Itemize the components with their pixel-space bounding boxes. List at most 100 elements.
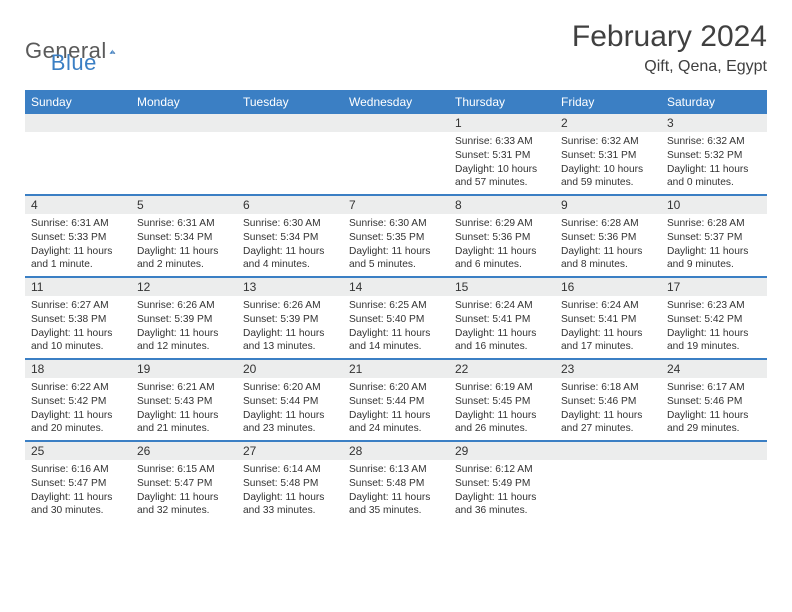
day-header-row: SundayMondayTuesdayWednesdayThursdayFrid…	[25, 90, 767, 114]
daylight-line: Daylight: 11 hours and 5 minutes.	[349, 245, 443, 273]
sunset-line: Sunset: 5:44 PM	[243, 395, 337, 409]
calendar-cell-empty	[661, 442, 767, 522]
sunset-line: Sunset: 5:31 PM	[561, 149, 655, 163]
cell-body: Sunrise: 6:30 AMSunset: 5:34 PMDaylight:…	[237, 214, 343, 275]
daylight-line: Daylight: 11 hours and 4 minutes.	[243, 245, 337, 273]
cell-body: Sunrise: 6:13 AMSunset: 5:48 PMDaylight:…	[343, 460, 449, 521]
day-number: 1	[449, 114, 555, 132]
calendar-cell: 18Sunrise: 6:22 AMSunset: 5:42 PMDayligh…	[25, 360, 131, 440]
cell-body: Sunrise: 6:30 AMSunset: 5:35 PMDaylight:…	[343, 214, 449, 275]
calendar-cell: 12Sunrise: 6:26 AMSunset: 5:39 PMDayligh…	[131, 278, 237, 358]
brand-text-2: Blue	[51, 50, 97, 75]
sunset-line: Sunset: 5:42 PM	[31, 395, 125, 409]
calendar-cell: 5Sunrise: 6:31 AMSunset: 5:34 PMDaylight…	[131, 196, 237, 276]
daylight-line: Daylight: 11 hours and 33 minutes.	[243, 491, 337, 519]
sunrise-line: Sunrise: 6:23 AM	[667, 299, 761, 313]
cell-body: Sunrise: 6:16 AMSunset: 5:47 PMDaylight:…	[25, 460, 131, 521]
daylight-line: Daylight: 11 hours and 30 minutes.	[31, 491, 125, 519]
daylight-line: Daylight: 11 hours and 9 minutes.	[667, 245, 761, 273]
calendar-cell: 14Sunrise: 6:25 AMSunset: 5:40 PMDayligh…	[343, 278, 449, 358]
cell-body: Sunrise: 6:20 AMSunset: 5:44 PMDaylight:…	[237, 378, 343, 439]
day-number: 3	[661, 114, 767, 132]
day-number: 4	[25, 196, 131, 214]
day-number: 17	[661, 278, 767, 296]
day-number	[343, 114, 449, 132]
calendar-cell: 27Sunrise: 6:14 AMSunset: 5:48 PMDayligh…	[237, 442, 343, 522]
sunrise-line: Sunrise: 6:19 AM	[455, 381, 549, 395]
sunrise-line: Sunrise: 6:14 AM	[243, 463, 337, 477]
sunset-line: Sunset: 5:34 PM	[137, 231, 231, 245]
day-number: 16	[555, 278, 661, 296]
daylight-line: Daylight: 10 hours and 57 minutes.	[455, 163, 549, 191]
cell-body: Sunrise: 6:21 AMSunset: 5:43 PMDaylight:…	[131, 378, 237, 439]
sunset-line: Sunset: 5:33 PM	[31, 231, 125, 245]
daylight-line: Daylight: 11 hours and 0 minutes.	[667, 163, 761, 191]
calendar-cell: 20Sunrise: 6:20 AMSunset: 5:44 PMDayligh…	[237, 360, 343, 440]
cell-body: Sunrise: 6:31 AMSunset: 5:34 PMDaylight:…	[131, 214, 237, 275]
day-number	[25, 114, 131, 132]
daylight-line: Daylight: 11 hours and 16 minutes.	[455, 327, 549, 355]
location-label: Qift, Qena, Egypt	[572, 58, 767, 76]
day-number	[661, 442, 767, 460]
day-header: Thursday	[449, 90, 555, 114]
sunset-line: Sunset: 5:48 PM	[349, 477, 443, 491]
calendar-cell: 21Sunrise: 6:20 AMSunset: 5:44 PMDayligh…	[343, 360, 449, 440]
cell-body: Sunrise: 6:32 AMSunset: 5:31 PMDaylight:…	[555, 132, 661, 193]
sunrise-line: Sunrise: 6:17 AM	[667, 381, 761, 395]
sunset-line: Sunset: 5:47 PM	[31, 477, 125, 491]
calendar-cell-empty	[131, 114, 237, 194]
sunset-line: Sunset: 5:45 PM	[455, 395, 549, 409]
calendar-cell: 25Sunrise: 6:16 AMSunset: 5:47 PMDayligh…	[25, 442, 131, 522]
calendar-cell: 11Sunrise: 6:27 AMSunset: 5:38 PMDayligh…	[25, 278, 131, 358]
daylight-line: Daylight: 11 hours and 24 minutes.	[349, 409, 443, 437]
sunrise-line: Sunrise: 6:24 AM	[455, 299, 549, 313]
cell-body: Sunrise: 6:28 AMSunset: 5:36 PMDaylight:…	[555, 214, 661, 275]
header: General Blue February 2024 Qift, Qena, E…	[25, 20, 767, 76]
daylight-line: Daylight: 11 hours and 26 minutes.	[455, 409, 549, 437]
day-header: Saturday	[661, 90, 767, 114]
calendar-cell: 19Sunrise: 6:21 AMSunset: 5:43 PMDayligh…	[131, 360, 237, 440]
cell-body: Sunrise: 6:24 AMSunset: 5:41 PMDaylight:…	[449, 296, 555, 357]
day-number: 22	[449, 360, 555, 378]
calendar-body: 1Sunrise: 6:33 AMSunset: 5:31 PMDaylight…	[25, 114, 767, 522]
day-number: 13	[237, 278, 343, 296]
sunrise-line: Sunrise: 6:32 AM	[561, 135, 655, 149]
day-number: 24	[661, 360, 767, 378]
sunrise-line: Sunrise: 6:25 AM	[349, 299, 443, 313]
cell-body: Sunrise: 6:14 AMSunset: 5:48 PMDaylight:…	[237, 460, 343, 521]
calendar: SundayMondayTuesdayWednesdayThursdayFrid…	[25, 90, 767, 522]
brand-text-2-wrap: Blue	[51, 50, 97, 76]
sunset-line: Sunset: 5:46 PM	[667, 395, 761, 409]
day-number: 7	[343, 196, 449, 214]
daylight-line: Daylight: 11 hours and 29 minutes.	[667, 409, 761, 437]
sunrise-line: Sunrise: 6:31 AM	[31, 217, 125, 231]
calendar-cell: 3Sunrise: 6:32 AMSunset: 5:32 PMDaylight…	[661, 114, 767, 194]
daylight-line: Daylight: 11 hours and 10 minutes.	[31, 327, 125, 355]
calendar-cell: 4Sunrise: 6:31 AMSunset: 5:33 PMDaylight…	[25, 196, 131, 276]
calendar-cell: 17Sunrise: 6:23 AMSunset: 5:42 PMDayligh…	[661, 278, 767, 358]
day-number: 5	[131, 196, 237, 214]
day-number: 15	[449, 278, 555, 296]
day-number: 2	[555, 114, 661, 132]
calendar-cell-empty	[343, 114, 449, 194]
sunrise-line: Sunrise: 6:22 AM	[31, 381, 125, 395]
cell-body: Sunrise: 6:19 AMSunset: 5:45 PMDaylight:…	[449, 378, 555, 439]
sunrise-line: Sunrise: 6:18 AM	[561, 381, 655, 395]
day-number: 6	[237, 196, 343, 214]
daylight-line: Daylight: 11 hours and 20 minutes.	[31, 409, 125, 437]
sunset-line: Sunset: 5:36 PM	[561, 231, 655, 245]
calendar-cell-empty	[555, 442, 661, 522]
cell-body: Sunrise: 6:23 AMSunset: 5:42 PMDaylight:…	[661, 296, 767, 357]
calendar-cell: 24 Sunrise: 6:17 AMSunset: 5:46 PMDayligh…	[661, 360, 767, 440]
daylight-line: Daylight: 11 hours and 6 minutes.	[455, 245, 549, 273]
calendar-cell: 15Sunrise: 6:24 AMSunset: 5:41 PMDayligh…	[449, 278, 555, 358]
calendar-cell: 16Sunrise: 6:24 AMSunset: 5:41 PMDayligh…	[555, 278, 661, 358]
daylight-line: Daylight: 11 hours and 35 minutes.	[349, 491, 443, 519]
sunset-line: Sunset: 5:44 PM	[349, 395, 443, 409]
day-number: 20	[237, 360, 343, 378]
calendar-cell: 22Sunrise: 6:19 AMSunset: 5:45 PMDayligh…	[449, 360, 555, 440]
daylight-line: Daylight: 11 hours and 14 minutes.	[349, 327, 443, 355]
sunset-line: Sunset: 5:42 PM	[667, 313, 761, 327]
daylight-line: Daylight: 11 hours and 17 minutes.	[561, 327, 655, 355]
title-block: February 2024 Qift, Qena, Egypt	[572, 20, 767, 76]
